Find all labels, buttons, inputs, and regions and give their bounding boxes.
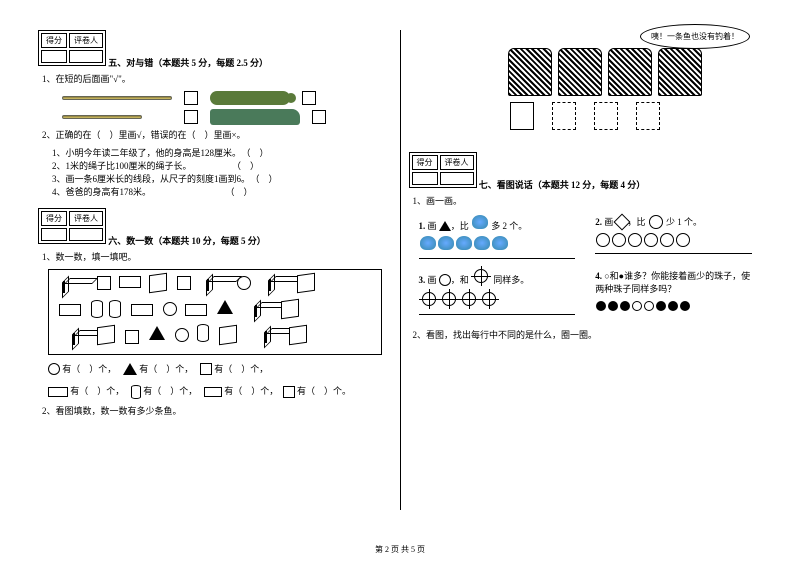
item-2: 2、1米的绳子比100厘米的绳子长。 [52, 161, 192, 171]
cell-3: 3. 画 ，和 同样多。 [419, 269, 576, 322]
cell-4: 4. ○和●谁多？你能接着画少的珠子，使两种珠子同样多吗？ [595, 269, 752, 322]
under-boxes [409, 102, 763, 130]
cell-2: 2. 画 ，比 少 1 个。 [595, 215, 752, 265]
speech-bubble: 咦！一条鱼也没有钓着！ [640, 24, 750, 49]
cat-icon [658, 48, 702, 96]
crocodile-icon [210, 109, 300, 125]
q5-2: 2、正确的在（ ）里画√，错误的在（ ）里画×。 [42, 129, 392, 143]
q7-1: 1、画一画。 [413, 195, 763, 209]
q7-grid: 1. 画 ，比 多 2 个。 2. 画 ，比 少 1 个。 3. 画 ，和 同样… [419, 215, 753, 322]
q6-1: 1、数一数，填一填吧。 [42, 251, 392, 265]
sticks-row-2 [62, 109, 392, 125]
reviewer-label: 评卷人 [69, 33, 103, 48]
shapes-box [48, 269, 382, 355]
cat-icon [558, 48, 602, 96]
item-4: 4、爸爸的身高有178米。 [52, 187, 151, 197]
score-box: 得分评卷人 [38, 30, 106, 66]
section-5-title: 五、对与错（本题共 5 分，每题 2.5 分） [108, 58, 268, 68]
checkbox-1[interactable] [184, 91, 198, 105]
dashed-box[interactable] [552, 102, 576, 130]
item-3: 3、画一条6厘米长的线段，从尺子的刻度1画到6。 [52, 174, 250, 184]
checkbox-4[interactable] [312, 110, 326, 124]
q7-2: 2、看图，找出每行中不同的是什么，圈一圈。 [413, 329, 763, 343]
sticks-row-1 [62, 91, 392, 105]
right-column: 咦！一条鱼也没有钓着！ 得分评卷人 七、看图说话（本题共 12 分，每题 4 分… [401, 30, 771, 510]
shape-counts-2: 有（ ）个， 有（ ）个， 有（ ）个， 有（ ）个。 [48, 383, 382, 399]
section-6-title: 六、数一数（本题共 10 分，每题 5 分） [108, 236, 266, 246]
cats-row [449, 48, 763, 96]
snake-icon [210, 91, 290, 105]
shape-counts-1: 有（ ）个， 有（ ）个， 有（ ）个， [48, 361, 382, 377]
q6-2: 2、看图填数，数一数有多少条鱼。 [42, 405, 392, 419]
cat-icon [508, 48, 552, 96]
solid-box[interactable] [510, 102, 534, 130]
page-footer: 第 2 页 共 5 页 [0, 544, 800, 555]
dashed-box[interactable] [636, 102, 660, 130]
q5-1: 1、在短的后面画"√"。 [42, 73, 392, 87]
cell-1: 1. 画 ，比 多 2 个。 [419, 215, 576, 265]
checkbox-3[interactable] [184, 110, 198, 124]
checkbox-2[interactable] [302, 91, 316, 105]
dashed-box[interactable] [594, 102, 618, 130]
section-7-title: 七、看图说话（本题共 12 分，每题 4 分） [479, 180, 646, 190]
item-1: 1、小明今年读二年级了，他的身高是128厘米。 [52, 148, 241, 158]
score-box-6: 得分评卷人 [38, 208, 106, 244]
score-label: 得分 [41, 33, 67, 48]
cat-icon [608, 48, 652, 96]
q5-2-items: 1、小明今年读二年级了，他的身高是128厘米。（ ） 2、1米的绳子比100厘米… [52, 146, 392, 198]
score-box-7: 得分评卷人 [409, 152, 477, 188]
